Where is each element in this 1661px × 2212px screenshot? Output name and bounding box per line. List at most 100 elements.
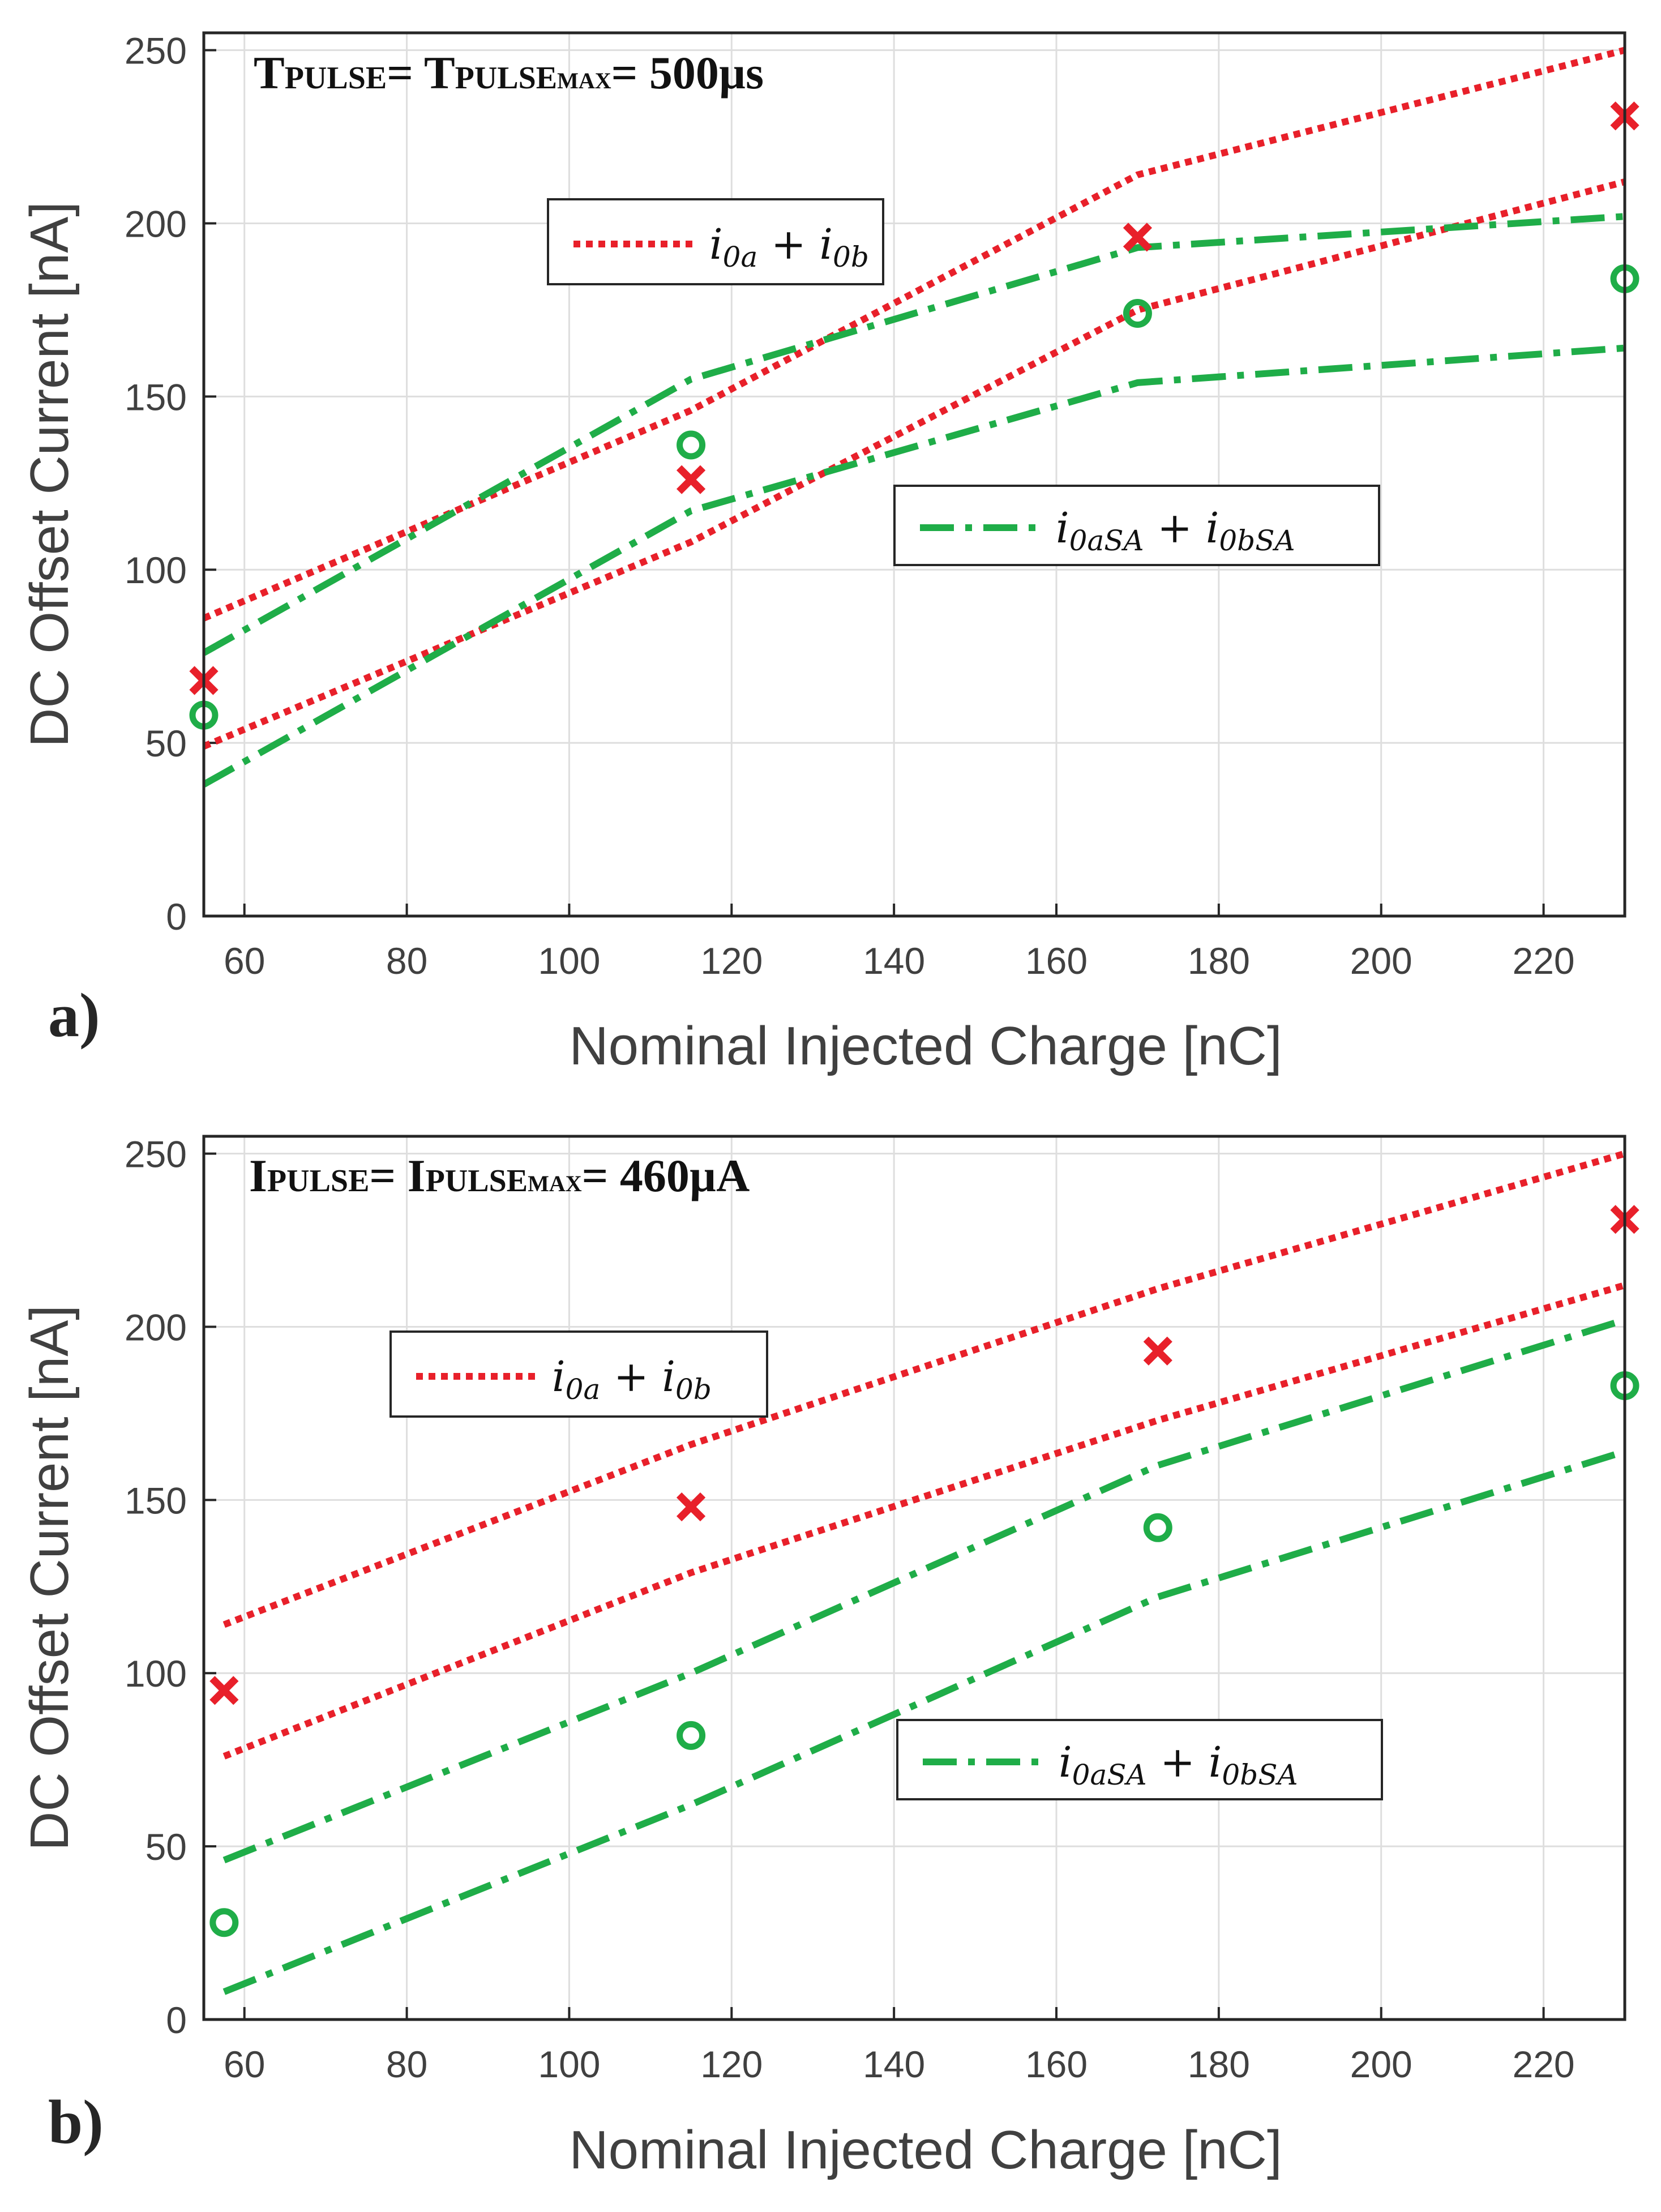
cross-stroke bbox=[209, 1676, 239, 1705]
red-dotted-line-1 bbox=[222, 1282, 1625, 1760]
title-part: = 460µA bbox=[582, 1150, 750, 1201]
panel-letter: b) bbox=[48, 2087, 104, 2157]
y-tick-label: 0 bbox=[166, 1999, 187, 2041]
cross-stroke bbox=[676, 1492, 706, 1522]
x-axis-label: Nominal Injected Charge [nC] bbox=[569, 2120, 1282, 2180]
series-group bbox=[204, 46, 1625, 788]
gridlines bbox=[204, 33, 1625, 917]
panel-letter: a) bbox=[48, 981, 100, 1050]
x-tick-label: 120 bbox=[700, 940, 763, 982]
circle-marker bbox=[677, 430, 706, 460]
cross-marker bbox=[209, 1676, 239, 1705]
y-axis-label: DC Offset Current [nA] bbox=[19, 1305, 80, 1851]
panel-title: IPULSE= IPULSEMAX= 460µA bbox=[249, 1150, 750, 1201]
legend-label-part: + i bbox=[1147, 1738, 1222, 1787]
legend-label: i0a + i0b bbox=[552, 1353, 712, 1406]
x-tick-label: 220 bbox=[1513, 2043, 1575, 2085]
x-tick-label: 140 bbox=[863, 2043, 925, 2085]
title-part: I bbox=[249, 1150, 267, 1201]
legend-label-part: i bbox=[1056, 504, 1069, 553]
legend-box bbox=[896, 1719, 1383, 1800]
x-tick-label: 80 bbox=[386, 2043, 427, 2085]
legend-label-part: 0b bbox=[675, 1373, 712, 1406]
circle-marker bbox=[677, 1721, 706, 1750]
x-tick-label: 140 bbox=[863, 940, 925, 982]
legend-label-part: 0aSA bbox=[1069, 524, 1144, 557]
x-tick-label: 200 bbox=[1350, 2043, 1412, 2085]
panel-a: 60 80 100 120 140 160 180 200 220 0 50 100 150 200 250… bbox=[19, 30, 1639, 1076]
title-part: MAX bbox=[528, 1171, 582, 1196]
y-tick-label: 0 bbox=[166, 896, 187, 938]
title-part: PULSE bbox=[267, 1163, 370, 1199]
x-tick-label: 180 bbox=[1188, 2043, 1250, 2085]
plot-area bbox=[204, 33, 1625, 916]
circle-marker bbox=[209, 1908, 239, 1937]
red-dotted-line-0 bbox=[222, 1150, 1625, 1628]
title-part: = T bbox=[387, 47, 455, 99]
panel-title: TPULSE= TPULSEMAX= 500µs bbox=[254, 47, 764, 99]
legend-label-part: i bbox=[709, 220, 723, 269]
legend-label-part: 0a bbox=[566, 1373, 601, 1406]
x-tick-label: 120 bbox=[700, 2043, 763, 2085]
cross-stroke bbox=[1143, 1336, 1172, 1366]
legend-label-part: 0bSA bbox=[1219, 524, 1295, 557]
axes-box bbox=[202, 1135, 1626, 2021]
legend-red: i0a + i0b bbox=[389, 1330, 768, 1418]
green-dashdot-line-2 bbox=[204, 213, 1625, 656]
y-tick-label: 150 bbox=[125, 1479, 187, 1521]
x-axis-label: Nominal Injected Charge [nC] bbox=[569, 1016, 1282, 1076]
cross-marker bbox=[1143, 1336, 1172, 1366]
gridlines bbox=[204, 1136, 1625, 2021]
legend-label-part: 0aSA bbox=[1072, 1759, 1147, 1791]
x-tick-label: 60 bbox=[224, 2043, 265, 2085]
legend-box bbox=[893, 485, 1380, 566]
legend-label-part: 0a bbox=[723, 241, 758, 273]
x-tick-label: 220 bbox=[1513, 940, 1575, 982]
legend-label: i0aSA + i0bSA bbox=[1059, 1738, 1298, 1791]
y-tick-label: 200 bbox=[125, 1306, 187, 1348]
x-tick-label: 160 bbox=[1025, 940, 1088, 982]
y-tick-label: 150 bbox=[125, 376, 187, 418]
x-tick-label: 100 bbox=[538, 2043, 600, 2085]
title-part: = 500µs bbox=[611, 47, 764, 99]
y-tick-label: 250 bbox=[125, 1133, 187, 1175]
legend-label-part: + i bbox=[600, 1353, 675, 1401]
y-tick-label: 100 bbox=[125, 549, 187, 591]
legend-label: i0a + i0b bbox=[709, 220, 869, 273]
x-tick-label: 200 bbox=[1350, 940, 1412, 982]
panel-b: 60 80 100 120 140 160 180 200 220 0 50 100 150 200 250… bbox=[19, 1133, 1639, 2180]
x-tick-label: 180 bbox=[1188, 940, 1250, 982]
x-tick-label: 100 bbox=[538, 940, 600, 982]
green-dashdot-line-3 bbox=[204, 344, 1625, 788]
y-tick-label: 200 bbox=[125, 203, 187, 245]
title-part: PULSE bbox=[455, 61, 558, 96]
legend-red: i0a + i0b bbox=[547, 198, 884, 285]
cross-marker bbox=[676, 1492, 706, 1522]
cross-marker bbox=[676, 465, 706, 494]
legend-label-part: i bbox=[552, 1353, 566, 1401]
x-tick-label: 160 bbox=[1025, 2043, 1088, 2085]
y-tick-label: 100 bbox=[125, 1653, 187, 1695]
circle-marker bbox=[1143, 1513, 1172, 1542]
legend-box bbox=[389, 1330, 768, 1418]
legend-label-part: i bbox=[1059, 1738, 1072, 1787]
legend-label: i0aSA + i0bSA bbox=[1056, 504, 1295, 557]
legend-label-part: 0bSA bbox=[1222, 1759, 1298, 1791]
title-part: = I bbox=[369, 1150, 425, 1201]
circle-marker bbox=[1123, 299, 1152, 328]
x-tick-label: 60 bbox=[224, 940, 265, 982]
plot-area bbox=[204, 1136, 1625, 2020]
series-group bbox=[222, 1150, 1625, 1995]
axes-box bbox=[202, 31, 1626, 918]
y-tick-label: 50 bbox=[145, 1826, 187, 1868]
x-tick-label: 80 bbox=[386, 940, 427, 982]
legend-label-part: 0b bbox=[833, 241, 869, 273]
title-part: PULSE bbox=[285, 61, 387, 96]
title-part: PULSE bbox=[426, 1163, 528, 1199]
y-axis-label: DC Offset Current [nA] bbox=[19, 202, 80, 747]
cross-stroke bbox=[676, 465, 706, 494]
cross-marker bbox=[1123, 223, 1153, 252]
y-tick-label: 50 bbox=[145, 722, 187, 764]
legend-label-part: + i bbox=[757, 220, 833, 269]
